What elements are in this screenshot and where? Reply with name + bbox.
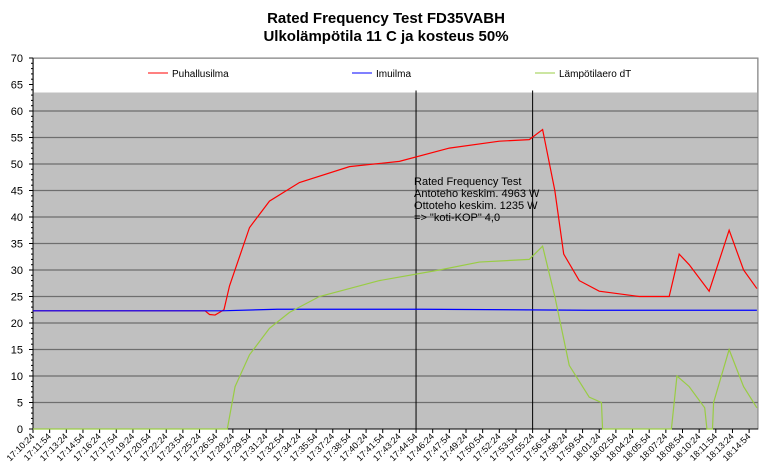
y-tick-label: 30 [11, 265, 23, 277]
legend-label: Puhallusilma [172, 69, 229, 80]
annotation-text: Ottoteho keskim. 1235 W [414, 200, 538, 212]
annotation-text: => "koti-KOP" 4,0 [414, 212, 500, 224]
y-tick-label: 25 [11, 292, 23, 304]
y-tick-label: 55 [11, 133, 23, 145]
y-tick-label: 70 [11, 53, 23, 65]
chart-title-line-1: Rated Frequency Test FD35VABH [267, 10, 505, 27]
series-line-1 [33, 308, 757, 312]
series-line-2 [33, 244, 758, 430]
y-tick-label: 65 [11, 80, 23, 92]
annotation-text: Antoteho keskim. 4963 W [414, 188, 540, 200]
y-tick-label: 10 [11, 371, 23, 383]
chart-title-line-2: Ulkolämpötila 11 C ja kosteus 50% [263, 28, 509, 45]
annotation-text: Rated Frequency Test [414, 176, 521, 188]
y-tick-label: 40 [11, 212, 23, 224]
y-tick-label: 50 [11, 159, 23, 171]
y-tick-label: 35 [11, 239, 23, 251]
y-tick-label: 60 [11, 106, 23, 118]
y-tick-label: 5 [17, 398, 23, 410]
chart-title: Rated Frequency Test FD35VABH Ulkolämpöt… [0, 10, 772, 46]
y-tick-label: 15 [11, 345, 23, 357]
legend-box [34, 59, 757, 93]
legend-label: Lämpötilaero dT [559, 69, 631, 80]
series-line-0 [33, 128, 758, 316]
y-tick-label: 45 [11, 186, 23, 198]
y-tick-label: 20 [11, 318, 23, 330]
legend-label: Imuilma [376, 69, 411, 80]
y-tick-label: 0 [17, 424, 23, 436]
